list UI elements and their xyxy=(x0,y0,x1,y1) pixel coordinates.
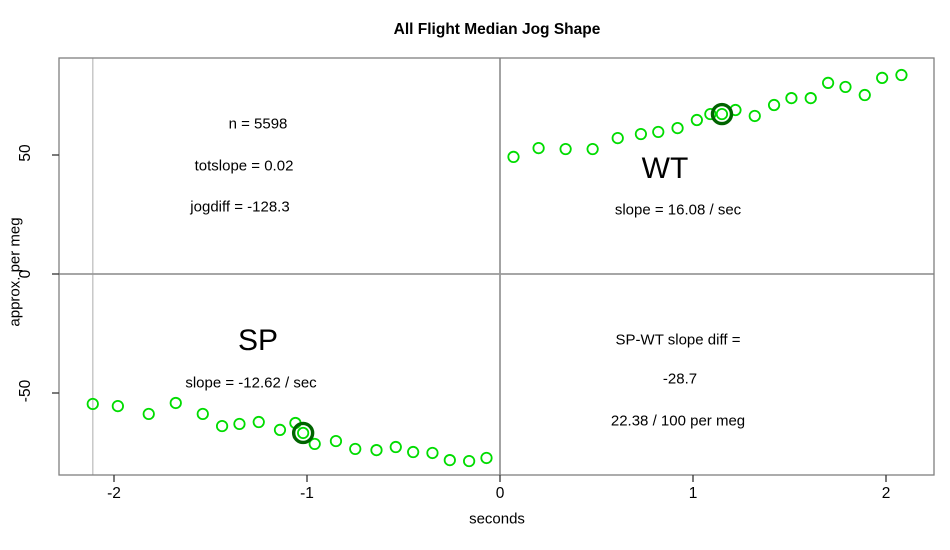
y-tick-label: 0 xyxy=(17,269,34,279)
data-point-wt xyxy=(690,113,703,127)
data-point-sp xyxy=(370,444,383,457)
plot-border xyxy=(58,57,935,476)
x-tick-label: -1 xyxy=(300,485,314,502)
data-point-wt xyxy=(821,76,835,89)
data-point-wt xyxy=(507,150,520,164)
data-point-sp xyxy=(86,397,99,411)
data-point-wt xyxy=(634,127,647,141)
data-point-wt xyxy=(532,141,545,155)
data-point-wt xyxy=(767,98,781,112)
highlight-ring-wt xyxy=(710,102,734,126)
annotation-wt-label: WT xyxy=(641,152,689,185)
data-point-wt xyxy=(895,68,908,82)
data-point-wt xyxy=(839,80,852,94)
annotation-slope-diff-permeg: 22.38 / 100 per meg xyxy=(610,412,746,430)
data-point-sp xyxy=(443,454,456,467)
data-point-sp xyxy=(426,446,439,460)
annotation-sp-slope: slope = -12.62 / sec xyxy=(185,374,317,392)
data-point-sp xyxy=(389,440,402,454)
chart-title: All Flight Median Jog Shape xyxy=(393,21,601,38)
data-point-wt xyxy=(876,71,889,84)
annotation-n: n = 5598 xyxy=(228,115,288,133)
data-point-sp xyxy=(215,419,229,433)
annotation-wt-slope: slope = 16.08 / sec xyxy=(614,201,742,219)
data-point-wt xyxy=(704,107,717,121)
highlight-ring-sp xyxy=(291,421,315,445)
y-tick-label: 50 xyxy=(17,144,34,162)
data-point-sp xyxy=(308,437,321,451)
data-point-sp xyxy=(196,407,209,421)
data-point-wt xyxy=(586,142,599,156)
x-tick-label: -2 xyxy=(107,485,121,502)
data-point-wt xyxy=(748,109,761,123)
data-point-wt xyxy=(611,132,624,145)
data-point-wt xyxy=(652,125,665,139)
data-point-sp xyxy=(142,407,155,421)
x-axis-title: seconds xyxy=(469,510,525,528)
data-point-wt xyxy=(715,107,729,121)
data-point-sp xyxy=(329,434,343,448)
annotation-jogdiff: jogdiff = -128.3 xyxy=(190,198,290,216)
data-point-sp xyxy=(407,445,420,459)
annotation-slope-diff-heading: SP-WT slope diff = xyxy=(615,331,741,349)
data-point-sp xyxy=(480,451,493,465)
data-point-sp xyxy=(463,454,476,468)
data-point-sp xyxy=(297,426,310,440)
data-point-wt xyxy=(804,92,817,105)
data-point-sp xyxy=(273,423,287,436)
data-point-sp xyxy=(233,417,246,431)
data-point-sp xyxy=(111,399,124,413)
annotation-sp-label: SP xyxy=(237,324,279,357)
x-tick-label: 1 xyxy=(688,485,698,502)
annotation-totslope: totslope = 0.02 xyxy=(194,157,294,175)
data-point-sp xyxy=(349,442,362,456)
data-point-wt xyxy=(785,92,798,105)
data-point-wt xyxy=(559,142,572,156)
x-tick-label: 2 xyxy=(881,485,891,502)
y-tick-label: -50 xyxy=(17,379,34,403)
annotation-slope-diff-value: -28.7 xyxy=(662,370,698,388)
data-point-sp xyxy=(252,415,265,429)
x-tick-label: 0 xyxy=(495,485,505,502)
data-point-wt xyxy=(858,88,871,102)
data-point-sp xyxy=(169,396,182,410)
data-point-wt xyxy=(671,122,684,135)
